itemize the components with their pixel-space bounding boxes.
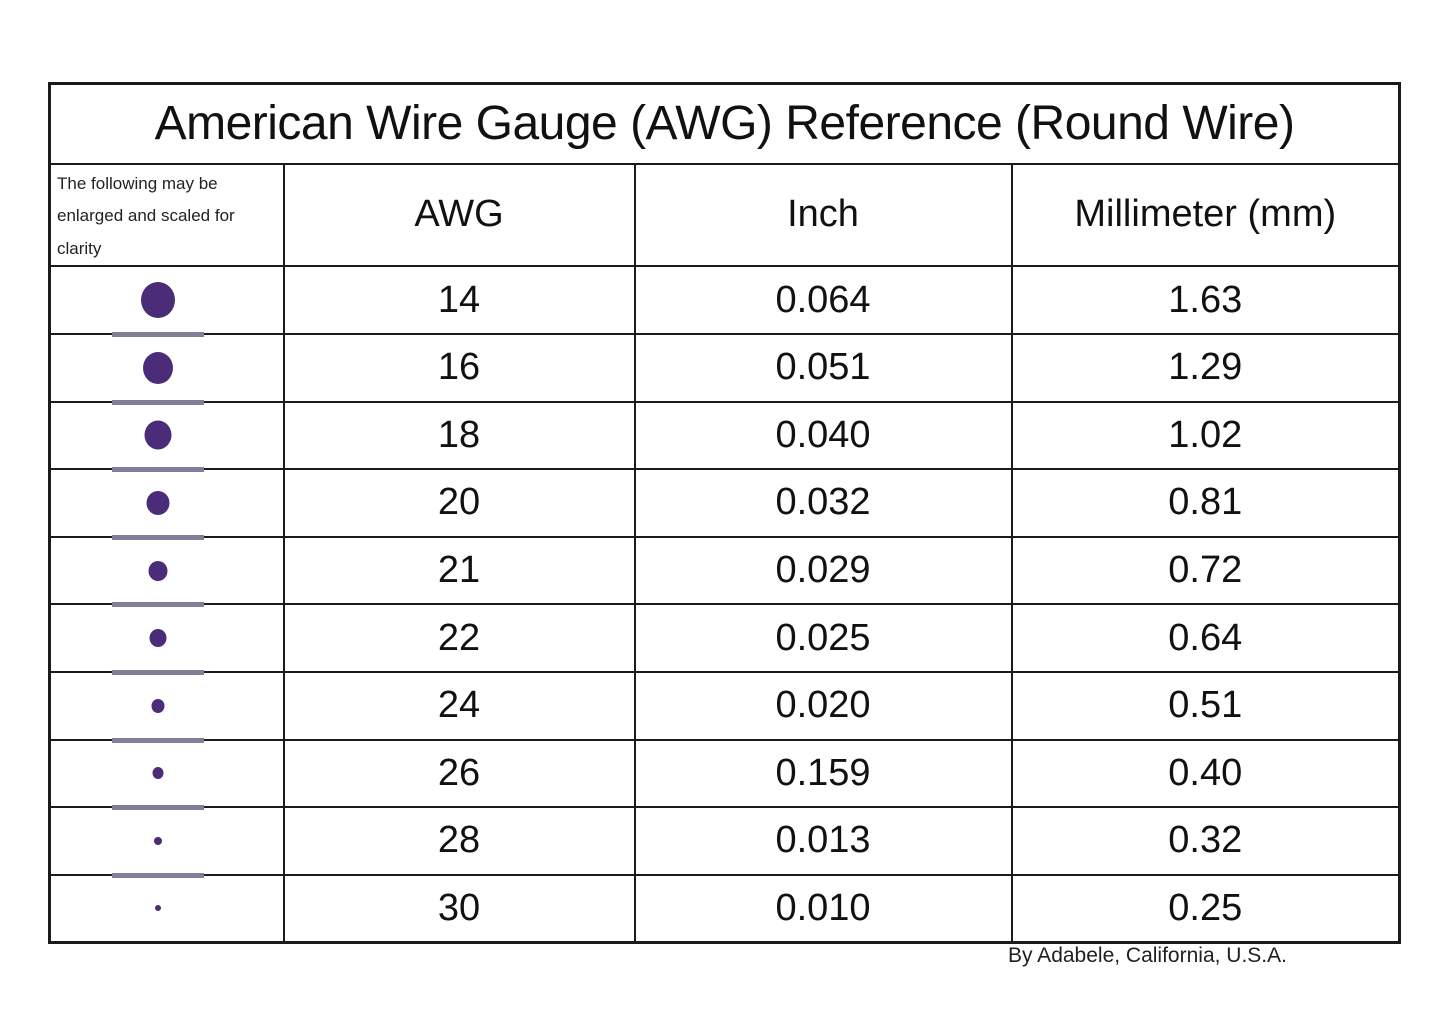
page-title: American Wire Gauge (AWG) Reference (Rou… <box>48 82 1401 165</box>
wire-size-dot-cell <box>48 603 285 675</box>
mm-value: 0.64 <box>1010 603 1401 673</box>
inch-value: 0.040 <box>633 400 1013 471</box>
table-row: 18 0.040 1.02 <box>48 400 1401 473</box>
wire-size-dot-cell <box>48 670 285 743</box>
inch-value: 0.020 <box>633 670 1013 741</box>
mm-value: 0.25 <box>1010 873 1401 944</box>
wire-dot-icon <box>148 560 168 581</box>
inch-value: 0.032 <box>633 468 1013 538</box>
awg-value: 20 <box>282 468 636 538</box>
table-row: 21 0.029 0.72 <box>48 535 1401 608</box>
title-row: American Wire Gauge (AWG) Reference (Rou… <box>48 82 1401 165</box>
wire-size-dot-cell <box>48 265 285 337</box>
dot-underline <box>112 669 204 675</box>
mm-value: 1.63 <box>1010 265 1401 335</box>
awg-value: 16 <box>282 332 636 403</box>
wire-dot-icon <box>152 767 164 780</box>
wire-dot-icon <box>151 698 165 713</box>
column-header-inch: Inch <box>633 162 1013 268</box>
wire-size-dot-cell <box>48 535 285 608</box>
mm-value: 0.72 <box>1010 535 1401 606</box>
inch-value: 0.064 <box>633 265 1013 335</box>
footer-credit: By Adabele, California, U.S.A. <box>1008 944 1287 967</box>
mm-value: 0.40 <box>1010 738 1401 809</box>
wire-size-dot-cell <box>48 332 285 405</box>
column-header-awg: AWG <box>282 162 636 268</box>
mm-value: 0.32 <box>1010 806 1401 876</box>
awg-value: 24 <box>282 670 636 741</box>
inch-value: 0.051 <box>633 332 1013 403</box>
scale-note: The following may be enlarged and scaled… <box>48 162 285 268</box>
awg-value: 22 <box>282 603 636 673</box>
awg-table: American Wire Gauge (AWG) Reference (Rou… <box>48 82 1402 944</box>
wire-size-dot-cell <box>48 468 285 540</box>
wire-size-dot-cell <box>48 873 285 944</box>
table-row: 20 0.032 0.81 <box>48 468 1401 540</box>
dot-underline <box>112 872 204 878</box>
awg-value: 26 <box>282 738 636 809</box>
dot-underline <box>112 805 204 811</box>
dot-underline <box>112 602 204 608</box>
table-row: 24 0.020 0.51 <box>48 670 1401 743</box>
table-row: 16 0.051 1.29 <box>48 332 1401 405</box>
wire-dot-icon <box>155 905 161 912</box>
awg-value: 18 <box>282 400 636 471</box>
mm-value: 1.02 <box>1010 400 1401 471</box>
table-body: American Wire Gauge (AWG) Reference (Rou… <box>48 82 1401 944</box>
wire-dot-icon <box>154 836 162 845</box>
inch-value: 0.010 <box>633 873 1013 944</box>
mm-value: 1.29 <box>1010 332 1401 403</box>
dot-underline <box>112 331 204 337</box>
wire-size-dot-cell <box>48 738 285 811</box>
column-header-mm: Millimeter (mm) <box>1010 162 1401 268</box>
header-row: The following may be enlarged and scaled… <box>48 162 1401 268</box>
inch-value: 0.029 <box>633 535 1013 606</box>
table-row: 28 0.013 0.32 <box>48 806 1401 878</box>
wire-dot-icon <box>149 629 167 648</box>
dot-underline <box>112 737 204 743</box>
awg-value: 14 <box>282 265 636 335</box>
wire-dot-icon <box>144 420 172 450</box>
dot-underline <box>112 399 204 405</box>
awg-value: 30 <box>282 873 636 944</box>
wire-size-dot-cell <box>48 400 285 473</box>
table-row: 26 0.159 0.40 <box>48 738 1401 811</box>
table-row: 22 0.025 0.64 <box>48 603 1401 675</box>
inch-value: 0.025 <box>633 603 1013 673</box>
table-row: 30 0.010 0.25 <box>48 873 1401 944</box>
inch-value: 0.013 <box>633 806 1013 876</box>
dot-underline <box>112 534 204 540</box>
wire-dot-icon <box>143 351 173 384</box>
awg-value: 28 <box>282 806 636 876</box>
dot-underline <box>112 467 204 473</box>
wire-dot-icon <box>146 490 170 515</box>
inch-value: 0.159 <box>633 738 1013 809</box>
awg-value: 21 <box>282 535 636 606</box>
mm-value: 0.51 <box>1010 670 1401 741</box>
wire-size-dot-cell <box>48 806 285 878</box>
wire-dot-icon <box>141 282 175 319</box>
table-row: 14 0.064 1.63 <box>48 265 1401 337</box>
mm-value: 0.81 <box>1010 468 1401 538</box>
